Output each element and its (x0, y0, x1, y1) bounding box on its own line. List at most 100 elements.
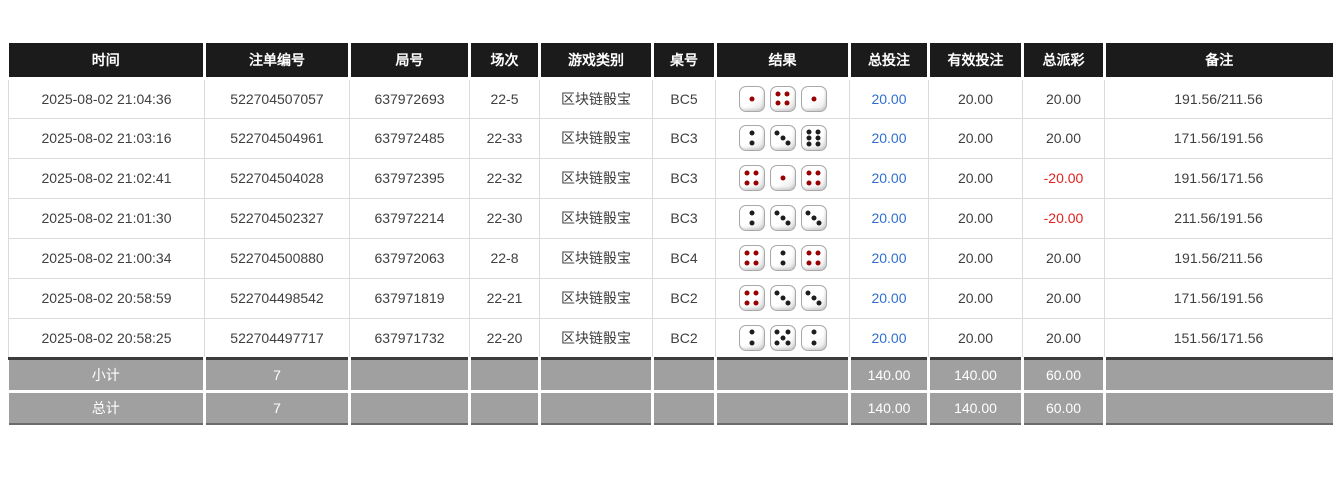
dice-icon (800, 285, 827, 311)
cell-remark: 171.56/191.56 (1104, 277, 1333, 319)
dice-icon (800, 205, 827, 231)
cell-session: 22-32 (469, 157, 540, 199)
cell-remark: 191.56/211.56 (1104, 77, 1333, 119)
cell-round-id: 637972693 (349, 77, 470, 119)
dice-icon (800, 165, 827, 191)
cell-total-payout: 20.00 (1022, 117, 1105, 159)
cell-game-type: 区块链骰宝 (539, 277, 653, 319)
dice-icon (800, 324, 827, 351)
column-header-session: 场次 (468, 43, 541, 80)
total-bet-link[interactable]: 20.00 (871, 329, 907, 346)
subtotal-row: 小计 7 140.00 140.00 60.00 (8, 356, 1333, 393)
table-row: 2025-08-02 21:00:34 522704500880 637972063… (8, 237, 1333, 279)
payout-value: -20.00 (1043, 210, 1084, 226)
cell-result (715, 117, 850, 159)
column-header-bet-id: 注单编号 (203, 43, 351, 80)
cell-table-no: BC3 (652, 117, 716, 159)
total-bet-link[interactable]: 20.00 (871, 210, 907, 226)
cell-result (715, 197, 850, 239)
table-row: 2025-08-02 21:03:16 522704504961 637972485… (8, 117, 1333, 159)
table-row: 2025-08-02 21:01:30 522704502327 637972214… (8, 197, 1333, 239)
summary-cell-empty (1103, 356, 1333, 393)
cell-remark: 171.56/191.56 (1104, 117, 1333, 159)
column-header-remark: 备注 (1103, 43, 1333, 80)
dice-result (716, 85, 849, 112)
cell-remark: 191.56/211.56 (1104, 237, 1333, 279)
table-footer: 小计 7 140.00 140.00 60.00 总计 7 140.00 140.00 60.00 (8, 356, 1333, 425)
table-header-row: 时间 注单编号 局号 场次 游戏类别 桌号 结果 总投注 有效投注 总派彩 备注 (8, 43, 1333, 80)
total-bet-link[interactable]: 20.00 (871, 90, 907, 107)
dice-icon (769, 165, 796, 191)
cell-table-no: BC5 (652, 77, 716, 119)
dice-result (716, 285, 849, 311)
payout-value: 20.00 (1045, 329, 1082, 346)
cell-time: 2025-08-02 20:58:59 (8, 277, 205, 319)
total-bet-link[interactable]: 20.00 (871, 130, 907, 146)
table-row: 2025-08-02 21:04:36 522704507057 637972693… (8, 77, 1333, 119)
cell-time: 2025-08-02 21:03:16 (8, 117, 205, 159)
cell-total-bet: 20.00 (849, 197, 929, 239)
summary-cell-empty (538, 356, 654, 393)
table-row: 2025-08-02 20:58:25 522704497717 637971732… (8, 317, 1333, 359)
summary-cell-label: 总计 (8, 389, 206, 425)
summary-cell-total-payout: 60.00 (1021, 389, 1106, 425)
dice-result (716, 165, 849, 191)
dice-icon (769, 285, 796, 311)
cell-total-bet: 20.00 (849, 157, 929, 199)
cell-round-id: 637972063 (349, 237, 470, 279)
cell-table-no: BC3 (652, 157, 716, 199)
cell-total-payout: 20.00 (1022, 317, 1105, 359)
total-bet-link[interactable]: 20.00 (871, 250, 907, 266)
cell-bet-id: 522704504961 (204, 117, 350, 159)
summary-cell-valid-bet: 140.00 (927, 389, 1024, 425)
cell-total-payout: 20.00 (1022, 277, 1105, 319)
cell-valid-bet: 20.00 (928, 117, 1023, 159)
cell-session: 22-33 (469, 117, 540, 159)
column-header-table-no: 桌号 (651, 43, 717, 80)
dice-icon (738, 125, 765, 151)
dice-icon (738, 85, 765, 112)
summary-cell-count: 7 (203, 389, 351, 425)
dice-icon (769, 245, 796, 271)
cell-session: 22-5 (469, 77, 540, 119)
total-bet-link[interactable]: 20.00 (871, 170, 907, 186)
cell-total-payout: -20.00 (1022, 157, 1105, 199)
cell-bet-id: 522704502327 (204, 197, 350, 239)
cell-table-no: BC4 (652, 237, 716, 279)
dice-icon (738, 165, 765, 191)
dice-icon (800, 125, 827, 151)
cell-session: 22-20 (469, 317, 540, 359)
summary-cell-total-payout: 60.00 (1021, 356, 1106, 393)
payout-value: -20.00 (1043, 170, 1084, 186)
cell-bet-id: 522704497717 (204, 317, 350, 359)
cell-bet-id: 522704498542 (204, 277, 350, 319)
dice-icon (769, 85, 796, 112)
dice-result (716, 125, 849, 151)
cell-valid-bet: 20.00 (928, 197, 1023, 239)
dice-icon (800, 245, 827, 271)
cell-result (715, 237, 850, 279)
grand-total-row: 总计 7 140.00 140.00 60.00 (8, 389, 1333, 425)
dice-result (716, 205, 849, 231)
cell-round-id: 637972214 (349, 197, 470, 239)
summary-cell-empty (1103, 389, 1333, 425)
cell-valid-bet: 20.00 (928, 237, 1023, 279)
cell-time: 2025-08-02 21:02:41 (8, 157, 205, 199)
table-body: 2025-08-02 21:04:36 522704507057 637972693… (8, 77, 1333, 359)
cell-valid-bet: 20.00 (928, 77, 1023, 119)
cell-round-id: 637972485 (349, 117, 470, 159)
summary-cell-label: 小计 (8, 356, 206, 393)
cell-result (715, 317, 850, 359)
cell-time: 2025-08-02 21:01:30 (8, 197, 205, 239)
column-header-total-bet: 总投注 (848, 43, 930, 80)
payout-value: 20.00 (1045, 290, 1082, 306)
cell-game-type: 区块链骰宝 (539, 157, 653, 199)
column-header-total-payout: 总派彩 (1021, 43, 1106, 80)
total-bet-link[interactable]: 20.00 (871, 290, 907, 306)
column-header-result: 结果 (714, 43, 851, 80)
cell-game-type: 区块链骰宝 (539, 117, 653, 159)
summary-cell-empty (348, 356, 471, 393)
cell-result (715, 77, 850, 119)
cell-table-no: BC2 (652, 317, 716, 359)
